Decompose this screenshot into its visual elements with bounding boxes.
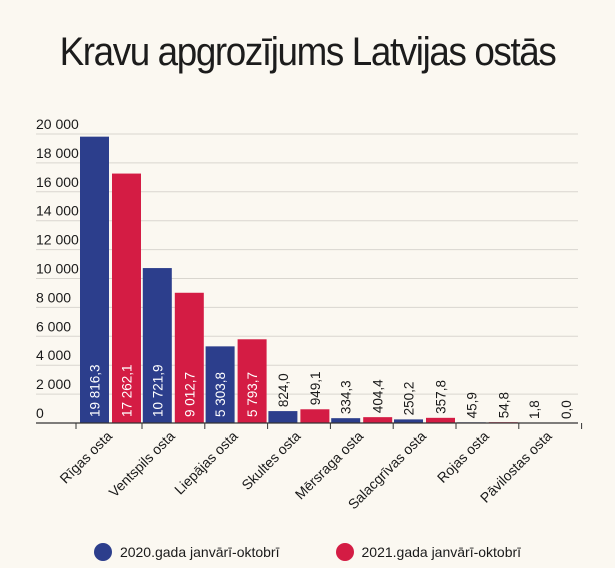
bar xyxy=(394,419,423,423)
data-label: 334,3 xyxy=(339,380,354,414)
x-tick-label: Rojas osta xyxy=(434,428,492,486)
data-label: 54,8 xyxy=(496,392,511,418)
data-label: 949,1 xyxy=(308,371,323,405)
bar xyxy=(363,417,393,423)
bar xyxy=(112,173,141,423)
bar xyxy=(80,136,109,423)
bar xyxy=(300,409,330,423)
data-label: 9 012,7 xyxy=(182,372,197,417)
data-label: 824,0 xyxy=(276,373,291,407)
bar xyxy=(331,418,361,423)
y-tick-label: 6 000 xyxy=(36,318,71,334)
legend: 2020.gada janvārī-oktobrī 2021.gada janv… xyxy=(0,543,615,561)
legend-item-2021: 2021.gada janvārī-oktobrī xyxy=(335,543,522,561)
chart-title: Kravu apgrozījums Latvijas ostās xyxy=(59,30,557,74)
bar xyxy=(205,346,235,423)
y-tick-label: 4 000 xyxy=(36,347,71,363)
legend-swatch-2021 xyxy=(335,543,354,561)
data-label: 19 816,3 xyxy=(88,364,103,417)
x-tick-label: Ventspils osta xyxy=(106,428,179,501)
data-label: 10 721,9 xyxy=(150,364,165,417)
legend-label-2020: 2020.gada janvārī-oktobrī xyxy=(119,544,280,560)
y-tick-label: 16 000 xyxy=(36,174,79,190)
data-label: 250,2 xyxy=(402,382,417,416)
bar xyxy=(174,292,204,423)
y-tick-label: 20 000 xyxy=(36,116,79,132)
bar xyxy=(142,268,172,423)
x-tick-label: Liepājas osta xyxy=(171,428,241,498)
data-label: 404,4 xyxy=(371,379,386,413)
data-label: 45,9 xyxy=(464,392,479,418)
data-label: 5 303,8 xyxy=(213,372,228,417)
x-tick-label: Skultes osta xyxy=(238,428,303,493)
y-tick-label: 8 000 xyxy=(36,289,71,305)
y-tick-label: 12 000 xyxy=(36,232,79,248)
bar xyxy=(237,339,267,423)
data-label: 5 793,7 xyxy=(245,372,260,417)
y-tick-label: 18 000 xyxy=(36,145,79,161)
bar xyxy=(268,411,298,423)
y-tick-label: 10 000 xyxy=(36,261,79,277)
data-label: 1,8 xyxy=(527,400,542,419)
y-tick-label: 14 000 xyxy=(36,203,79,219)
legend-item-2020: 2020.gada janvārī-oktobrī xyxy=(93,543,280,561)
data-label: 357,8 xyxy=(434,380,449,414)
bar xyxy=(426,417,455,423)
data-label: 17 262,1 xyxy=(120,364,135,417)
data-label: 0,0 xyxy=(559,400,574,419)
legend-label-2021: 2021.gada janvārī-oktobrī xyxy=(361,544,522,560)
y-tick-label: 2 000 xyxy=(36,376,71,392)
legend-swatch-2020 xyxy=(93,543,112,561)
y-tick-label: 0 xyxy=(36,405,44,421)
x-tick-label: Rīgas osta xyxy=(56,428,115,487)
